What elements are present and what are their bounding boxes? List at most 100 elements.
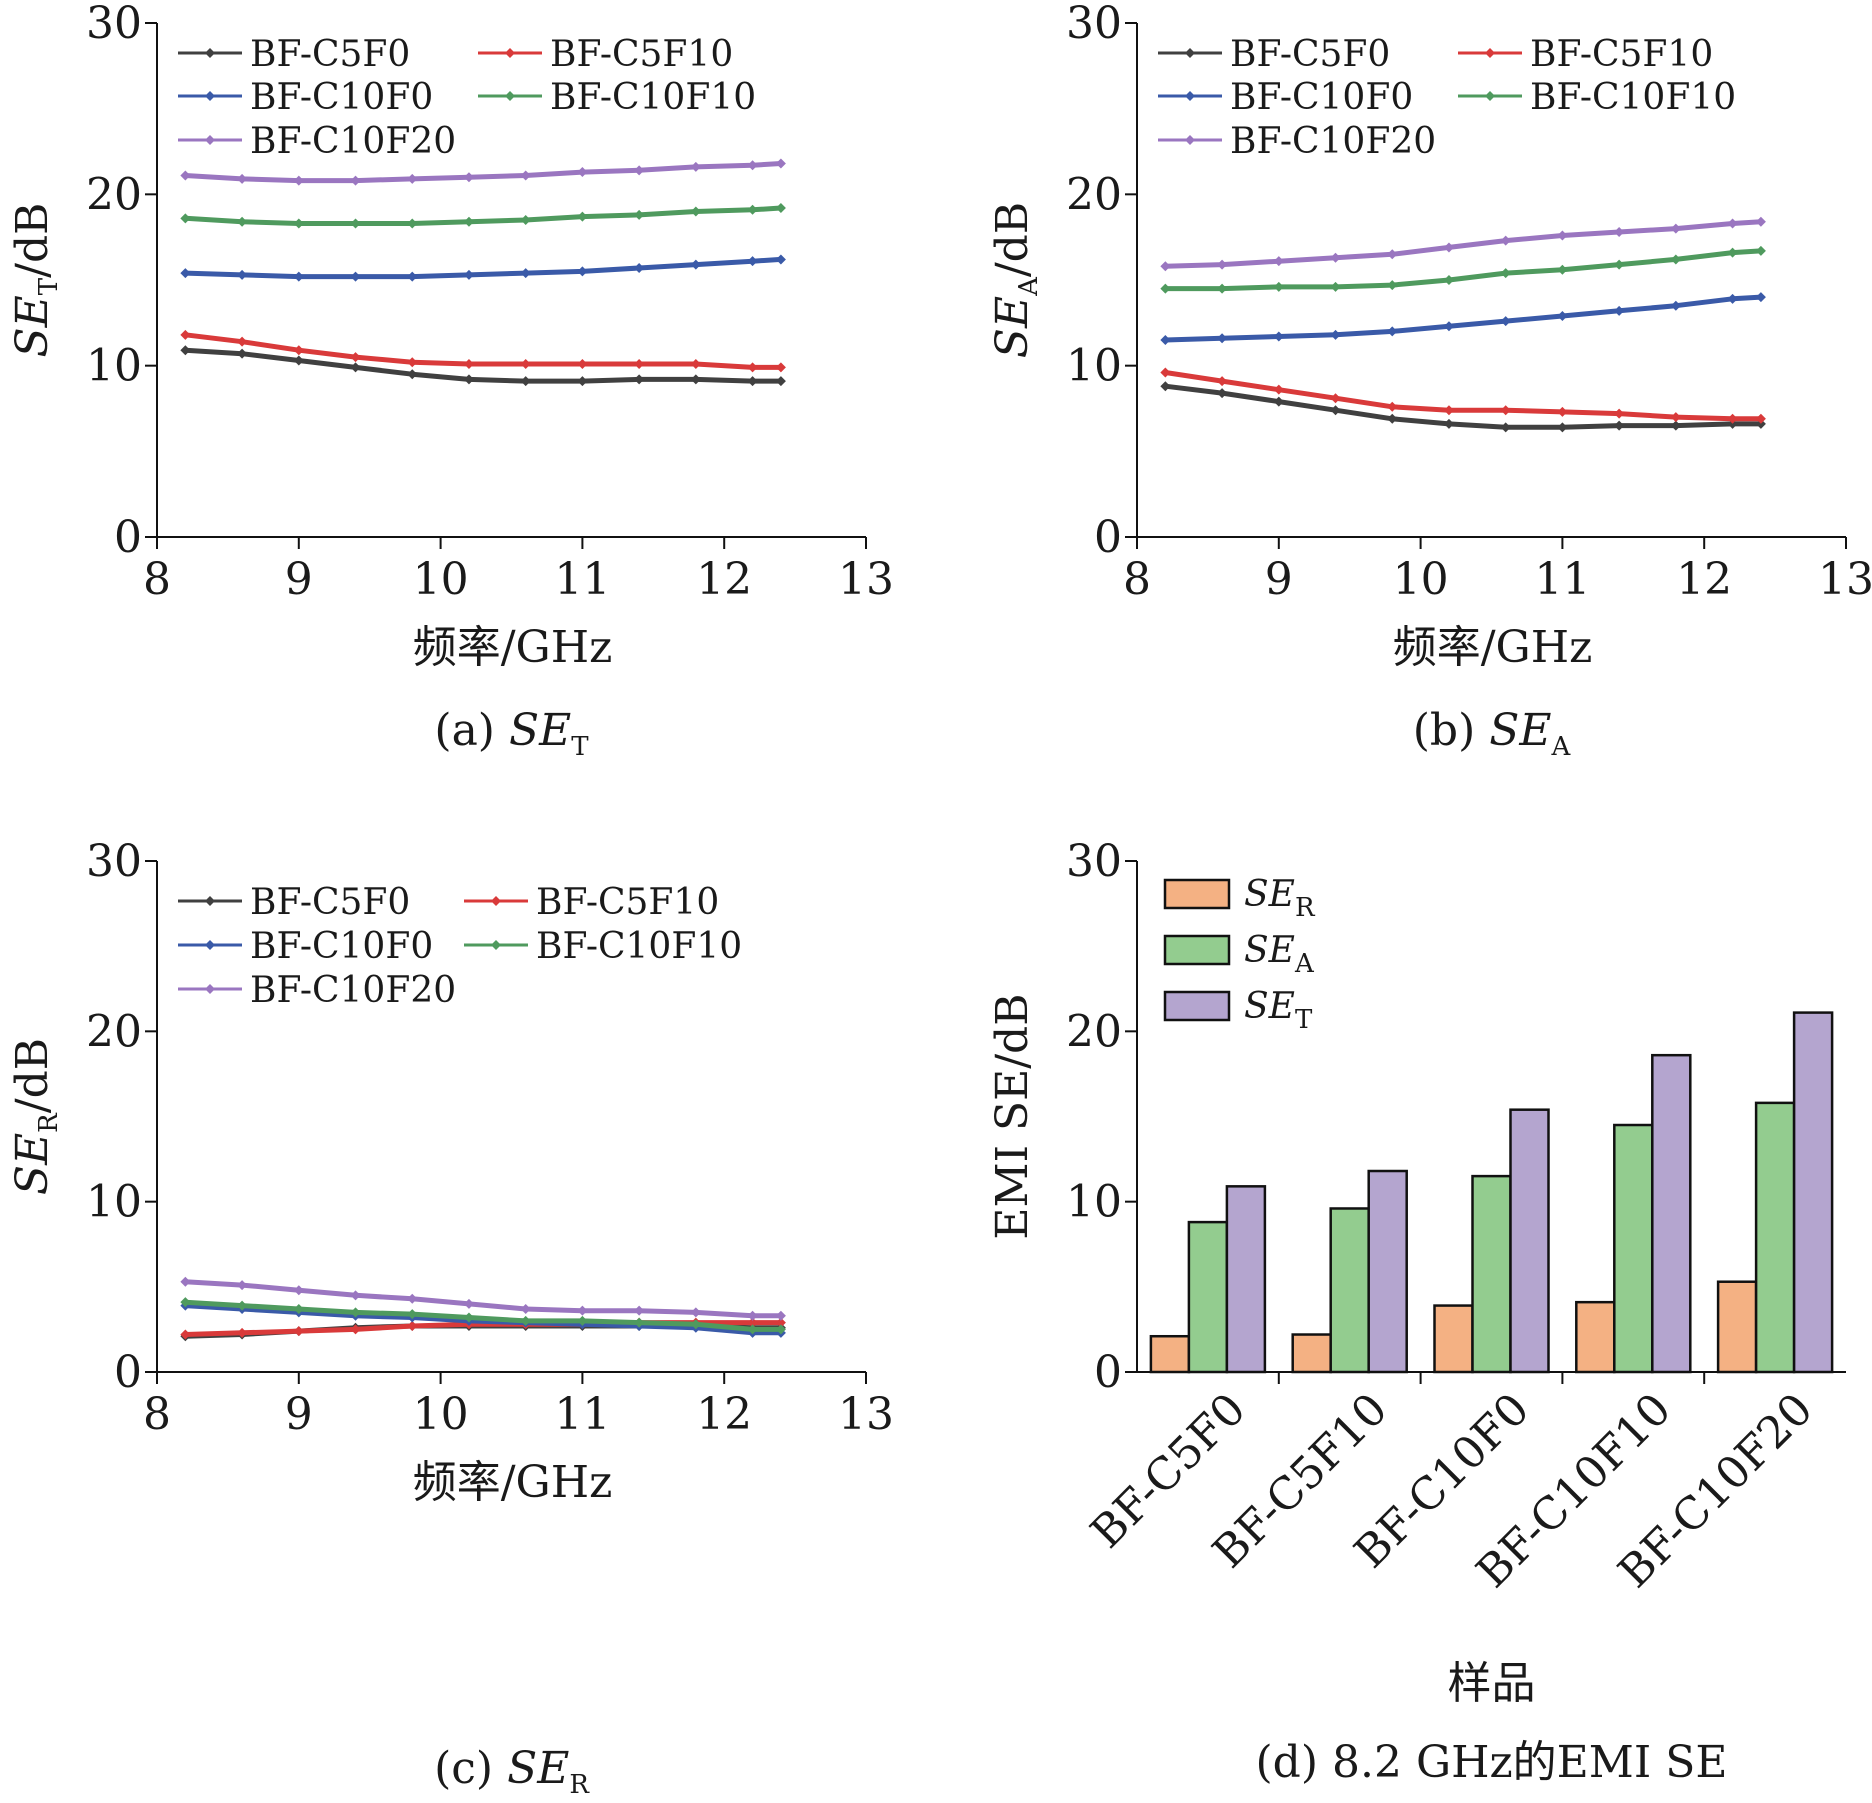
data-point xyxy=(237,348,248,359)
bar-SE_R xyxy=(1291,1333,1332,1374)
panel-a: 8 9 10 11 12 13 0 10 20 30 BF-C5F0 BF-C5F10 BF-C10F0… xyxy=(7,0,894,762)
data-point xyxy=(1217,333,1228,344)
data-point xyxy=(577,358,588,369)
data-point xyxy=(293,218,304,229)
data-point xyxy=(293,271,304,282)
y-tick-label: 10 xyxy=(1066,1177,1122,1228)
y-tick-label: 30 xyxy=(1066,836,1122,887)
data-point xyxy=(1500,405,1511,416)
data-point xyxy=(1500,316,1511,327)
legend-label: SEA xyxy=(1244,930,1315,979)
data-point xyxy=(577,376,588,387)
data-point xyxy=(1670,420,1681,431)
data-point xyxy=(463,172,474,183)
data-point xyxy=(237,336,248,347)
data-point xyxy=(1670,254,1681,265)
x-tick-label: 10 xyxy=(1393,554,1449,605)
legend-label-sub: T xyxy=(1295,1005,1313,1035)
data-point xyxy=(1387,249,1398,260)
x-tick-label: 8 xyxy=(143,554,171,605)
data-point xyxy=(634,209,645,220)
legend-label: BF-C5F0 xyxy=(250,34,410,75)
series-line-BF-C5F10 xyxy=(185,332,781,370)
data-point xyxy=(1273,396,1284,407)
data-point xyxy=(1160,367,1171,378)
caption-main: SE xyxy=(509,705,571,756)
data-point xyxy=(463,1312,474,1323)
data-point xyxy=(1443,242,1454,253)
data-point xyxy=(1387,401,1398,412)
legend-marker xyxy=(505,48,515,58)
data-point xyxy=(1755,292,1766,303)
legend: BF-C5F0 BF-C5F10 BF-C10F0 BF-C10F10 BF-C10F2… xyxy=(178,34,756,162)
x-tick-label: 11 xyxy=(1534,554,1590,605)
data-point xyxy=(180,1297,191,1308)
data-point xyxy=(775,376,786,387)
x-tick-label: 11 xyxy=(554,554,610,605)
panel-caption: (d) 8.2 GHz的EMI SE xyxy=(1256,1737,1728,1788)
data-point xyxy=(237,1280,248,1291)
legend-label: BF-C5F10 xyxy=(1530,34,1713,75)
data-point xyxy=(350,352,361,363)
legend-marker xyxy=(491,940,501,950)
data-point xyxy=(520,170,531,181)
data-point xyxy=(1387,326,1398,337)
data-point xyxy=(747,160,758,171)
legend-label: BF-C10F10 xyxy=(536,926,742,967)
data-point xyxy=(463,374,474,385)
data-point xyxy=(747,376,758,387)
data-point xyxy=(1500,235,1511,246)
data-point xyxy=(1557,310,1568,321)
data-point xyxy=(1614,305,1625,316)
legend-marker xyxy=(205,984,215,994)
y-axis-title-suffix: /dB xyxy=(7,203,58,278)
y-axis-title-sub: A xyxy=(1014,276,1044,297)
data-point xyxy=(577,211,588,222)
legend-label: BF-C10F0 xyxy=(250,926,433,967)
data-point xyxy=(747,256,758,267)
bar-SE_A xyxy=(1613,1123,1654,1374)
x-tick-label: 12 xyxy=(696,1389,752,1440)
legend-swatch-SE_R xyxy=(1163,878,1231,910)
legend-label: BF-C5F0 xyxy=(1230,34,1390,75)
y-tick-label: 10 xyxy=(86,341,142,392)
data-point xyxy=(407,173,418,184)
legend-marker xyxy=(1185,48,1195,58)
data-point xyxy=(1330,252,1341,263)
data-point xyxy=(520,268,531,279)
data-point xyxy=(407,271,418,282)
data-point xyxy=(293,345,304,356)
y-tick-label: 0 xyxy=(114,512,142,563)
y-tick-label: 0 xyxy=(1094,512,1122,563)
data-point xyxy=(350,175,361,186)
data-point xyxy=(1217,388,1228,399)
data-point xyxy=(577,1305,588,1316)
data-point xyxy=(350,218,361,229)
y-axis-title-sub: T xyxy=(34,277,64,295)
data-point xyxy=(463,269,474,280)
legend-label: SER xyxy=(1244,874,1316,923)
data-point xyxy=(293,175,304,186)
bar-SE_A xyxy=(1471,1174,1512,1374)
series-line-BF-C5F10 xyxy=(1165,370,1761,422)
data-point xyxy=(180,329,191,340)
data-point xyxy=(1443,321,1454,332)
caption-sub: R xyxy=(569,1770,590,1800)
data-point xyxy=(1330,393,1341,404)
data-point xyxy=(577,266,588,277)
data-point xyxy=(1273,281,1284,292)
x-tick-label: 12 xyxy=(696,554,752,605)
data-point xyxy=(1387,413,1398,424)
data-point xyxy=(1443,275,1454,285)
data-point xyxy=(775,1324,786,1335)
x-tick-label: 13 xyxy=(838,554,894,605)
data-point xyxy=(634,1317,645,1328)
bar-SE_T xyxy=(1792,1011,1834,1374)
x-tick-label: 9 xyxy=(285,1389,313,1440)
legend-marker xyxy=(205,940,215,950)
data-point xyxy=(690,374,701,385)
data-point xyxy=(1217,376,1228,387)
data-point xyxy=(350,1290,361,1301)
